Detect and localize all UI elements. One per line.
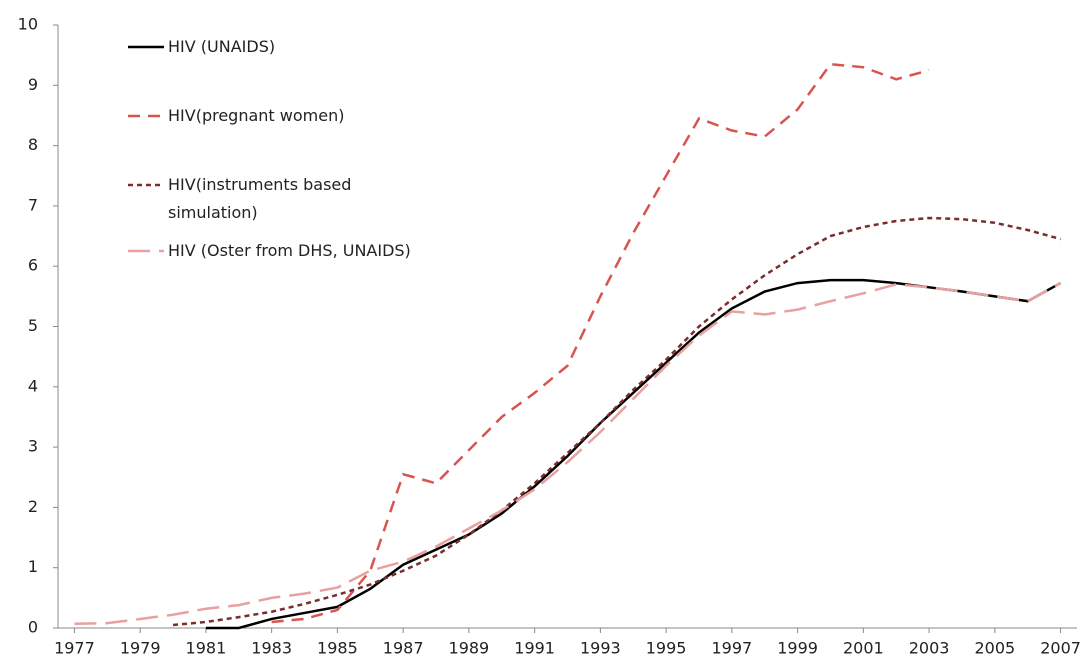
x-tick-label: 1995 xyxy=(646,639,687,658)
x-tick-label: 2005 xyxy=(974,639,1015,658)
y-tick-label: 6 xyxy=(28,256,38,275)
series-line xyxy=(74,281,1062,626)
series-line xyxy=(172,216,1061,627)
x-tick-label: 2007 xyxy=(1040,639,1081,658)
y-tick-label: 7 xyxy=(28,195,38,214)
legend-label: HIV (Oster from DHS, UNAIDS) xyxy=(168,241,411,260)
x-tick-label: 1983 xyxy=(251,639,292,658)
y-tick-label: 1 xyxy=(28,557,38,576)
x-tick-label: 2003 xyxy=(909,639,950,658)
legend-label: HIV (UNAIDS) xyxy=(168,37,276,56)
x-tick-label: 1981 xyxy=(186,639,227,658)
x-tick-label: 1979 xyxy=(120,639,161,658)
legend-label: HIV(instruments based simulation) xyxy=(168,175,352,222)
x-tick-label: 1997 xyxy=(711,639,752,658)
y-tick-label: 10 xyxy=(18,15,38,34)
y-tick-label: 2 xyxy=(28,497,38,516)
series-line xyxy=(205,278,1062,630)
y-tick-label: 9 xyxy=(28,75,38,94)
x-tick-label: 1977 xyxy=(54,639,95,658)
y-tick-label: 0 xyxy=(28,618,38,637)
x-tick-label: 1999 xyxy=(777,639,818,658)
series-line xyxy=(271,62,930,624)
x-tick-label: 1991 xyxy=(514,639,555,658)
x-tick-label: 2001 xyxy=(843,639,884,658)
y-tick-label: 4 xyxy=(28,376,38,395)
legend-label: HIV(pregnant women) xyxy=(168,106,345,125)
x-tick-label: 1985 xyxy=(317,639,358,658)
x-tick-label: 1993 xyxy=(580,639,621,658)
x-tick-label: 1989 xyxy=(449,639,490,658)
x-tick-label: 1987 xyxy=(383,639,424,658)
y-tick-label: 3 xyxy=(28,437,38,456)
y-tick-label: 5 xyxy=(28,316,38,335)
y-tick-label: 8 xyxy=(28,135,38,154)
